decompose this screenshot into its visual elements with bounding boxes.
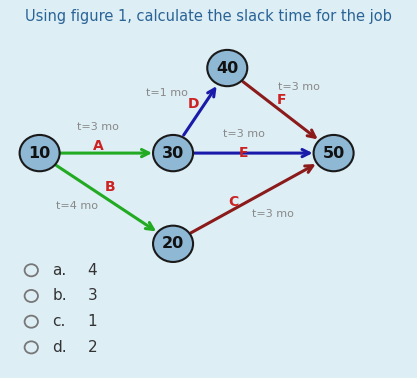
Text: c.: c. [52, 314, 65, 329]
Text: 20: 20 [162, 236, 184, 251]
Text: A: A [93, 138, 103, 153]
Text: 4: 4 [88, 263, 97, 278]
Text: t=3 mo: t=3 mo [252, 209, 294, 218]
Text: a.: a. [52, 263, 66, 278]
Text: 40: 40 [216, 60, 239, 76]
Text: 10: 10 [28, 146, 51, 161]
Text: Using figure 1, calculate the slack time for the job: Using figure 1, calculate the slack time… [25, 9, 392, 25]
Text: t=1 mo: t=1 mo [146, 88, 188, 98]
Text: t=3 mo: t=3 mo [77, 122, 119, 132]
Circle shape [314, 135, 354, 171]
Circle shape [153, 226, 193, 262]
Circle shape [153, 135, 193, 171]
Text: t=4 mo: t=4 mo [56, 201, 98, 211]
Text: b.: b. [52, 288, 67, 304]
Text: F: F [277, 93, 286, 107]
Text: B: B [105, 180, 116, 194]
Text: 1: 1 [88, 314, 97, 329]
Text: 3: 3 [88, 288, 97, 304]
Text: E: E [239, 146, 249, 160]
Text: D: D [188, 97, 200, 111]
Circle shape [207, 50, 247, 86]
Text: C: C [229, 195, 239, 209]
Circle shape [20, 135, 60, 171]
Text: t=3 mo: t=3 mo [279, 82, 320, 92]
Text: d.: d. [52, 340, 67, 355]
Text: t=3 mo: t=3 mo [223, 129, 265, 139]
Text: 30: 30 [162, 146, 184, 161]
Text: 50: 50 [322, 146, 345, 161]
Text: 2: 2 [88, 340, 97, 355]
